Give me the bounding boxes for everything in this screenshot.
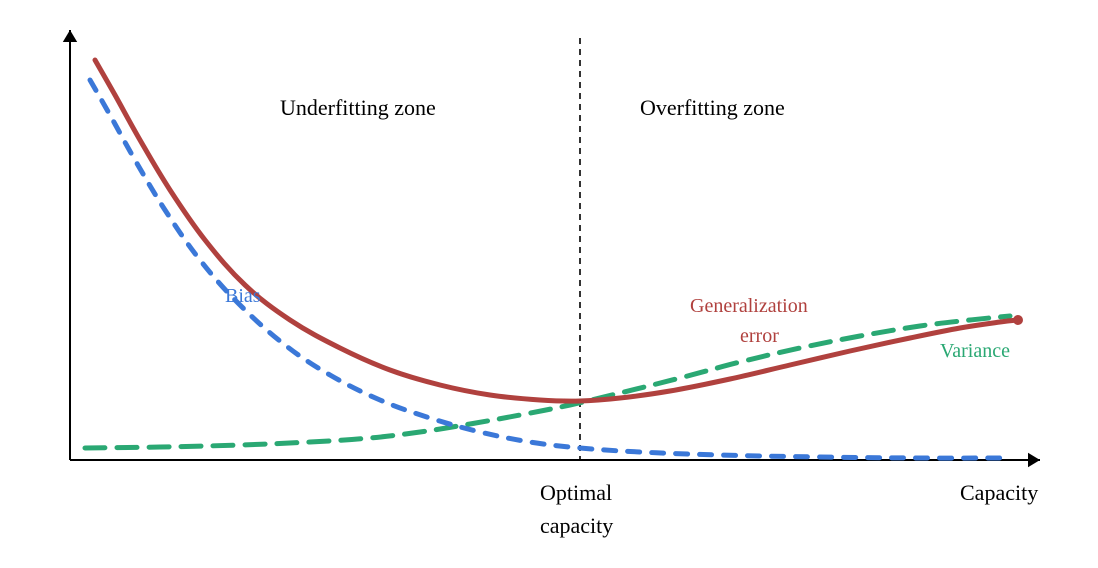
variance-curve: [85, 316, 1010, 448]
optimal-capacity-label-line2: capacity: [540, 513, 613, 539]
optimal-capacity-label-line1: Optimal: [540, 480, 612, 506]
generalization-error-label-line2: error: [740, 325, 779, 348]
bias-variance-chart: Underfitting zone Overfitting zone Bias …: [0, 0, 1098, 568]
variance-label: Variance: [940, 340, 1010, 363]
overfitting-zone-label: Overfitting zone: [640, 95, 785, 121]
bias-label: Bias: [225, 285, 261, 308]
generalization-error-label-line1: Generalization: [690, 295, 808, 318]
underfitting-zone-label: Underfitting zone: [280, 95, 436, 121]
x-axis-label: Capacity: [960, 480, 1038, 506]
gen_error-curve: [95, 60, 1018, 401]
